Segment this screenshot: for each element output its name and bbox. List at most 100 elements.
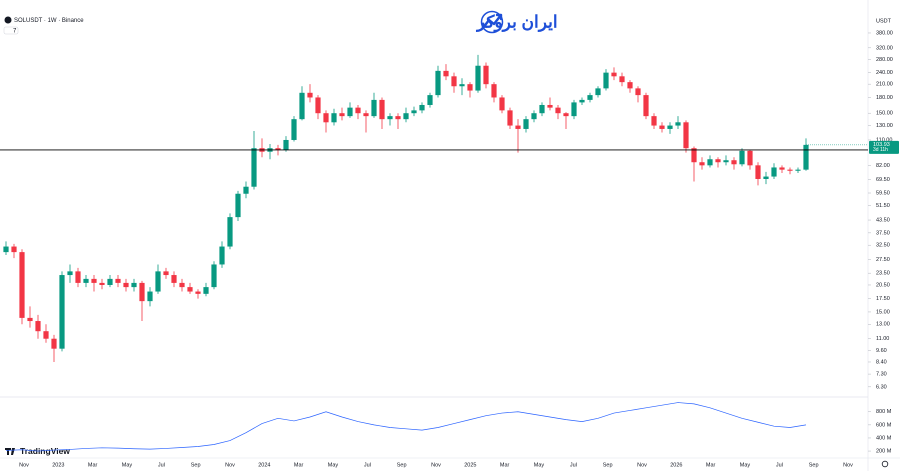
x-tick-label: Jul xyxy=(570,462,577,468)
candle-body xyxy=(91,278,97,283)
y-tick-label: 180.00 xyxy=(876,95,893,101)
candle-body xyxy=(691,148,697,163)
candle-body xyxy=(531,113,537,120)
candle-body xyxy=(323,113,329,123)
x-tick-label: May xyxy=(328,462,339,468)
volume-tick-label: 200 M xyxy=(876,449,892,455)
candle-body xyxy=(603,72,609,89)
candle-body xyxy=(707,159,713,166)
candle-body xyxy=(427,95,433,105)
candle-body xyxy=(291,119,297,140)
candle-body xyxy=(147,291,153,302)
tv-logo xyxy=(5,448,15,455)
y-tick-label: 82.00 xyxy=(876,163,890,169)
y-tick-label: 32.50 xyxy=(876,243,890,249)
candle-body xyxy=(475,65,481,91)
y-tick-label: 110.00 xyxy=(876,137,892,143)
candle-body xyxy=(787,169,793,171)
indicator-count: 7 xyxy=(13,29,17,35)
x-tick-label: Nov xyxy=(431,462,441,468)
y-tick-label: 8.40 xyxy=(876,359,887,365)
candle-body xyxy=(27,317,33,322)
candle-body xyxy=(35,321,41,332)
y-tick-label: 20.50 xyxy=(876,282,890,288)
candle-body xyxy=(227,217,233,247)
x-tick-label: Sep xyxy=(397,462,407,468)
candle-body xyxy=(755,165,761,179)
y-tick-label: 280.00 xyxy=(876,57,893,63)
candle-body xyxy=(443,70,449,77)
settings-button[interactable] xyxy=(881,460,889,468)
candle-body xyxy=(747,150,753,166)
x-tick-label: Sep xyxy=(603,462,613,468)
candle-body xyxy=(403,113,409,120)
candle-body xyxy=(771,167,777,177)
candle-body xyxy=(155,271,161,292)
candle-body xyxy=(795,169,801,171)
x-tick-label: Nov xyxy=(843,462,853,468)
candle-body xyxy=(379,99,385,120)
candle-body xyxy=(387,116,393,120)
last-price-label: 103.93 xyxy=(873,142,890,148)
x-tick-label: Jul xyxy=(158,462,165,468)
candle-body xyxy=(499,97,505,111)
y-tick-label: 69.50 xyxy=(876,177,890,183)
candle-body xyxy=(315,97,321,114)
candle-body xyxy=(571,102,577,117)
candle-body xyxy=(243,186,249,194)
x-tick-label: Jul xyxy=(364,462,371,468)
candle-body xyxy=(483,65,489,85)
y-tick-label: 240.00 xyxy=(876,70,893,76)
candle-body xyxy=(683,122,689,149)
candle-body xyxy=(595,88,601,96)
candle-body xyxy=(635,88,641,96)
candle-body xyxy=(211,264,217,288)
candle-body xyxy=(659,125,665,129)
candle-body xyxy=(283,139,289,150)
candle-body xyxy=(195,291,201,294)
volume-tick-label: 800 M xyxy=(876,409,892,415)
candle-body xyxy=(419,104,425,111)
indicator-toggle[interactable] xyxy=(3,26,19,35)
brand-name: ایران بروکر xyxy=(475,12,558,32)
candle-body xyxy=(107,278,113,285)
x-tick-label: 2025 xyxy=(464,462,476,468)
candle-body xyxy=(803,144,809,170)
y-tick-label: 130.00 xyxy=(876,123,893,129)
y-tick-label: 9.60 xyxy=(876,348,887,354)
candle-body xyxy=(579,99,585,103)
candle-body xyxy=(51,338,57,349)
candle-body xyxy=(611,72,617,77)
candle-body xyxy=(587,95,593,100)
candle-body xyxy=(411,110,417,114)
candle-body xyxy=(235,193,241,218)
candle-body xyxy=(347,107,353,117)
x-tick-label: Mar xyxy=(294,462,304,468)
candle-body xyxy=(451,76,457,87)
y-tick-label: 59.50 xyxy=(876,190,890,196)
x-tick-label: 2024 xyxy=(258,462,270,468)
volume-tick-label: 400 M xyxy=(876,435,892,441)
candle-body xyxy=(251,148,257,187)
x-tick-label: Jul xyxy=(776,462,783,468)
candle-body xyxy=(539,104,545,114)
candle-body xyxy=(715,159,721,163)
countdown-label: 3d 11h xyxy=(873,147,888,153)
candle-body xyxy=(651,116,657,126)
candle-body xyxy=(163,271,169,276)
candle-body xyxy=(363,113,369,117)
volume-tick-label: 600 M xyxy=(876,422,892,428)
logo-ring xyxy=(480,10,504,34)
candle-body xyxy=(627,82,633,89)
x-tick-label: 2026 xyxy=(670,462,682,468)
chart-title: SOLUSDT · 1W · Binance xyxy=(14,18,84,24)
candle-body xyxy=(763,176,769,179)
candle-body xyxy=(459,84,465,87)
y-tick-label: 6.30 xyxy=(876,384,887,390)
candle-body xyxy=(723,160,729,163)
candle-body xyxy=(171,275,177,283)
candle-body xyxy=(547,104,553,108)
y-tick-label: 37.50 xyxy=(876,230,890,236)
candle-body xyxy=(187,287,193,292)
